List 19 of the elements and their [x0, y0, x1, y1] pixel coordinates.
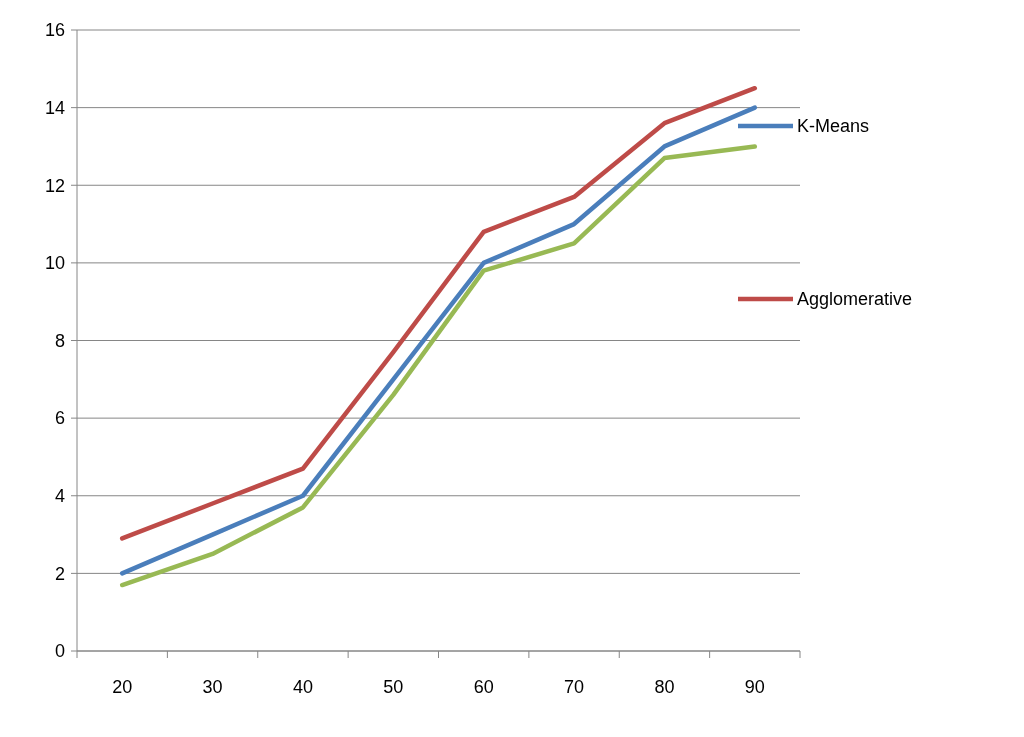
x-tick-label: 30: [202, 677, 223, 697]
x-tick-label: 60: [473, 677, 494, 697]
x-tick-label: 70: [564, 677, 585, 697]
y-tick-label: 16: [44, 20, 65, 41]
y-tick-label: 2: [54, 563, 65, 584]
y-tick-label: 6: [54, 408, 65, 429]
x-tick-label: 20: [112, 677, 133, 697]
x-tick-label: 90: [744, 677, 765, 697]
x-tick-label: 80: [654, 677, 675, 697]
y-tick-label: 8: [54, 330, 65, 351]
y-tick-label: 12: [44, 175, 65, 196]
x-tick-label: 40: [292, 677, 313, 697]
legend-label: K-Means: [797, 116, 870, 137]
y-tick-label: 14: [44, 97, 65, 118]
y-tick-label: 4: [54, 486, 65, 507]
y-tick-label: 10: [44, 253, 65, 274]
y-tick-label: 0: [54, 641, 65, 662]
legend-label: Agglomerative: [797, 289, 913, 310]
x-tick-label: 50: [383, 677, 404, 697]
